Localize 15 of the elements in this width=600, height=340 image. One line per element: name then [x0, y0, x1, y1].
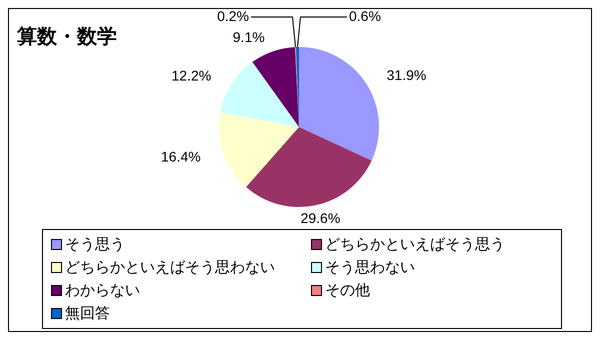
- data-label: 9.1%: [232, 29, 265, 46]
- data-label: 12.2%: [171, 67, 212, 84]
- legend-label: どちらかといえばそう思わない: [65, 258, 275, 277]
- legend-label: わからない: [65, 281, 140, 300]
- legend-label: そう思わない: [325, 258, 415, 277]
- data-label: 0.6%: [349, 8, 381, 24]
- legend-label: 無回答: [65, 304, 110, 323]
- legend-label: どちらかといえばそう思う: [325, 235, 505, 254]
- data-label: 29.6%: [300, 210, 340, 226]
- legend-label: その他: [325, 281, 370, 300]
- data-label: 16.4%: [161, 148, 201, 165]
- text: 算数・数学: [17, 25, 117, 50]
- legend-label: そう思う: [65, 235, 125, 254]
- data-label: 0.2%: [217, 8, 249, 24]
- data-label: 31.9%: [386, 67, 426, 84]
